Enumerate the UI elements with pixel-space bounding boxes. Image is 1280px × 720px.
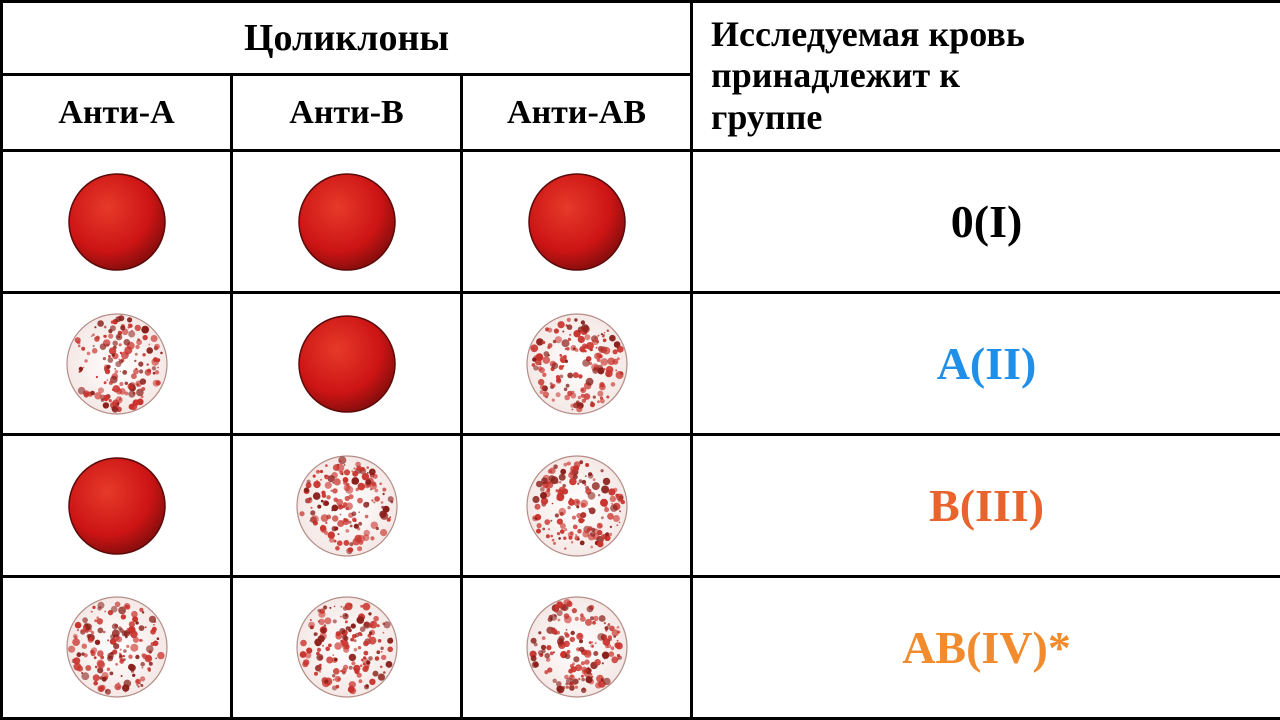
- sample-agglutination: [232, 435, 462, 577]
- sample-agglutination: [2, 576, 232, 718]
- blood-drop-icon: [463, 578, 690, 717]
- sample-no-agglutination: [232, 293, 462, 435]
- sample-agglutination: [2, 293, 232, 435]
- blood-type-table: Цоликлоны Исследуемая кровьпринадлежит к…: [0, 0, 1280, 720]
- data-row: AB(IV)*: [2, 576, 1280, 718]
- blood-drop-icon: [3, 294, 230, 433]
- table: Цоликлоны Исследуемая кровьпринадлежит к…: [0, 0, 1280, 720]
- blood-drop-icon: [233, 294, 460, 433]
- data-row: A(II): [2, 293, 1280, 435]
- blood-drop-icon: [233, 152, 460, 291]
- header-result-line: группе: [711, 97, 822, 137]
- sample-agglutination: [462, 435, 692, 577]
- result-group: 0(I): [692, 151, 1280, 293]
- header-coliclones: Цоликлоны: [2, 2, 692, 75]
- sample-no-agglutination: [2, 151, 232, 293]
- blood-drop-icon: [233, 436, 460, 575]
- header-result-line: принадлежит к: [711, 55, 960, 95]
- blood-drop-icon: [463, 294, 690, 433]
- header-anti-ab: Анти-АВ: [462, 75, 692, 151]
- sample-agglutination: [462, 293, 692, 435]
- blood-drop-icon: [3, 436, 230, 575]
- blood-drop-icon: [463, 152, 690, 291]
- result-group: B(III): [692, 435, 1280, 577]
- blood-drop-icon: [3, 152, 230, 291]
- sample-no-agglutination: [2, 435, 232, 577]
- sample-no-agglutination: [462, 151, 692, 293]
- result-group: AB(IV)*: [692, 576, 1280, 718]
- header-row-1: Цоликлоны Исследуемая кровьпринадлежит к…: [2, 2, 1280, 75]
- header-anti-a: Анти-А: [2, 75, 232, 151]
- blood-drop-icon: [233, 578, 460, 717]
- sample-no-agglutination: [232, 151, 462, 293]
- blood-drop-icon: [463, 436, 690, 575]
- header-result: Исследуемая кровьпринадлежит кгруппе: [692, 2, 1280, 151]
- data-row: B(III): [2, 435, 1280, 577]
- sample-agglutination: [462, 576, 692, 718]
- sample-agglutination: [232, 576, 462, 718]
- blood-drop-icon: [3, 578, 230, 717]
- header-anti-b: Анти-В: [232, 75, 462, 151]
- data-row: 0(I): [2, 151, 1280, 293]
- result-group: A(II): [692, 293, 1280, 435]
- header-result-line: Исследуемая кровь: [711, 14, 1025, 54]
